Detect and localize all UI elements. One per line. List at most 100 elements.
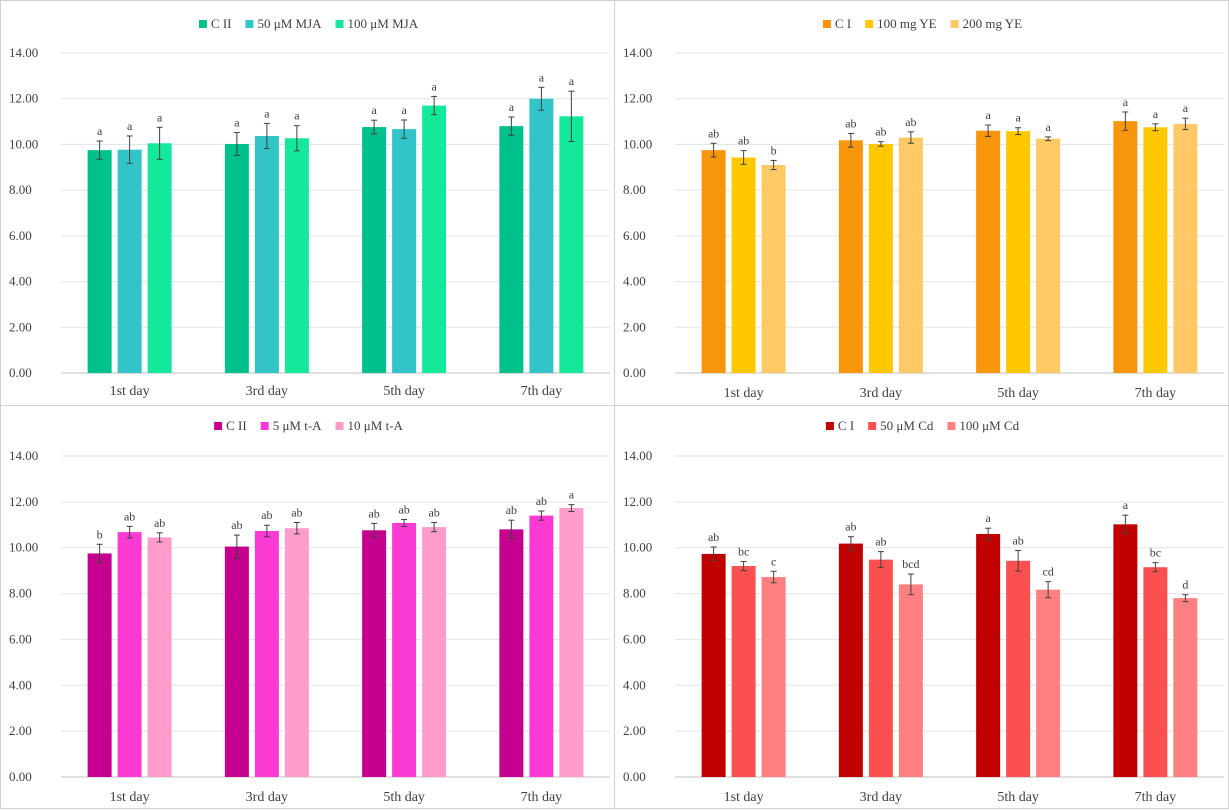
- y-tick-label: 12.00: [9, 91, 38, 106]
- y-tick-label: 4.00: [623, 274, 646, 289]
- significance-label: ab: [368, 506, 379, 520]
- legend-swatch: [245, 20, 254, 28]
- bar: [868, 143, 893, 373]
- bar: [1113, 524, 1138, 777]
- bar: [422, 527, 447, 777]
- y-tick-label: 10.00: [9, 136, 38, 151]
- significance-label: ab: [536, 494, 547, 508]
- significance-label: a: [431, 79, 437, 93]
- significance-label: bc: [1150, 546, 1161, 560]
- y-tick-label: 8.00: [623, 586, 646, 601]
- x-category-label: 1st day: [110, 790, 150, 805]
- bar: [838, 543, 863, 777]
- bar: [392, 129, 417, 373]
- bar: [868, 559, 893, 777]
- significance-label: a: [509, 100, 515, 114]
- significance-label: ab: [708, 126, 719, 140]
- bar: [761, 577, 786, 777]
- bar: [87, 150, 112, 373]
- legend-label: C I: [838, 418, 854, 433]
- significance-label: ab: [845, 116, 856, 130]
- significance-label: a: [1183, 101, 1189, 115]
- bar: [838, 140, 863, 373]
- significance-label: a: [294, 109, 300, 123]
- significance-label: a: [985, 108, 991, 122]
- significance-label: ab: [261, 508, 272, 522]
- significance-label: ab: [875, 535, 886, 549]
- bar-chart-ye: 0.00 2.00 4.00 6.00 8.00 10.00 12.00 14.00 1st d…: [623, 16, 1224, 401]
- bar: [284, 138, 309, 373]
- significance-label: ab: [154, 516, 165, 530]
- legend-swatch: [335, 422, 344, 430]
- x-category-label: 1st day: [724, 386, 764, 401]
- legend-label: 200 mg YE: [963, 16, 1023, 31]
- y-tick-label: 4.00: [9, 274, 32, 289]
- legend-label: 100 μM Cd: [959, 418, 1019, 433]
- bar: [1006, 560, 1031, 777]
- legend-label: 5 μM t-A: [273, 418, 322, 433]
- bar: [976, 533, 1001, 777]
- y-tick-label: 6.00: [623, 228, 646, 243]
- y-tick-label: 0.00: [9, 769, 32, 784]
- x-category-label: 7th day: [1135, 386, 1177, 401]
- legend-swatch: [947, 422, 956, 430]
- y-tick-label: 4.00: [623, 677, 646, 692]
- significance-label: a: [157, 110, 163, 124]
- legend-swatch: [865, 20, 874, 28]
- bar: [117, 532, 142, 777]
- y-tick-label: 14.00: [9, 45, 38, 60]
- bar: [529, 515, 554, 777]
- significance-label: a: [569, 488, 575, 502]
- bar: [898, 584, 923, 777]
- significance-label: c: [771, 554, 776, 568]
- bar: [362, 530, 387, 777]
- x-category-label: 7th day: [521, 790, 563, 805]
- x-category-label: 3rd day: [246, 790, 288, 805]
- bar: [559, 508, 584, 777]
- bar: [731, 157, 756, 373]
- y-tick-label: 6.00: [9, 631, 32, 646]
- bar: [499, 126, 524, 374]
- significance-label: b: [771, 143, 777, 157]
- bar-chart-ta: 0.00 2.00 4.00 6.00 8.00 10.00 12.00 14.00 1st d…: [9, 418, 610, 805]
- significance-label: bcd: [902, 557, 919, 571]
- significance-label: a: [539, 70, 545, 84]
- legend-swatch: [825, 422, 834, 430]
- significance-label: cd: [1042, 565, 1053, 579]
- legend: C I 50 μM Cd 100 μM Cd: [825, 418, 1020, 433]
- y-tick-label: 2.00: [9, 319, 32, 334]
- bar: [1173, 123, 1198, 373]
- y-tick-label: 0.00: [9, 365, 32, 380]
- bar: [254, 530, 279, 777]
- y-tick-label: 10.00: [623, 540, 652, 555]
- significance-label: ab: [428, 505, 439, 519]
- significance-label: a: [371, 103, 377, 117]
- y-tick-label: 2.00: [9, 723, 32, 738]
- legend-label: 100 μM MJA: [348, 16, 419, 31]
- y-tick-label: 6.00: [623, 631, 646, 646]
- bar: [761, 165, 786, 373]
- legend-label: C II: [211, 16, 232, 31]
- y-tick-label: 8.00: [623, 182, 646, 197]
- x-category-label: 7th day: [521, 384, 563, 399]
- bar: [147, 143, 172, 373]
- x-category-label: 5th day: [997, 790, 1039, 805]
- bar: [701, 553, 726, 777]
- bar: [1143, 567, 1168, 777]
- legend-label: 100 mg YE: [877, 16, 937, 31]
- bar: [147, 537, 172, 777]
- significance-label: a: [1123, 498, 1129, 512]
- bar: [422, 105, 447, 374]
- significance-label: a: [234, 116, 240, 130]
- x-category-label: 7th day: [1135, 790, 1177, 805]
- significance-label: a: [97, 124, 103, 138]
- y-tick-label: 14.00: [623, 45, 652, 60]
- bar: [87, 553, 112, 777]
- chart-panel-ta: 0.00 2.00 4.00 6.00 8.00 10.00 12.00 14.00 1st d…: [0, 405, 615, 809]
- significance-label: ab: [291, 505, 302, 519]
- chart-panel-ye: 0.00 2.00 4.00 6.00 8.00 10.00 12.00 14.00 1st d…: [614, 0, 1229, 406]
- legend: C II 50 μM MJA 100 μM MJA: [198, 16, 419, 31]
- legend-label: 50 μM MJA: [258, 16, 323, 31]
- y-tick-label: 4.00: [9, 677, 32, 692]
- y-tick-label: 0.00: [623, 769, 646, 784]
